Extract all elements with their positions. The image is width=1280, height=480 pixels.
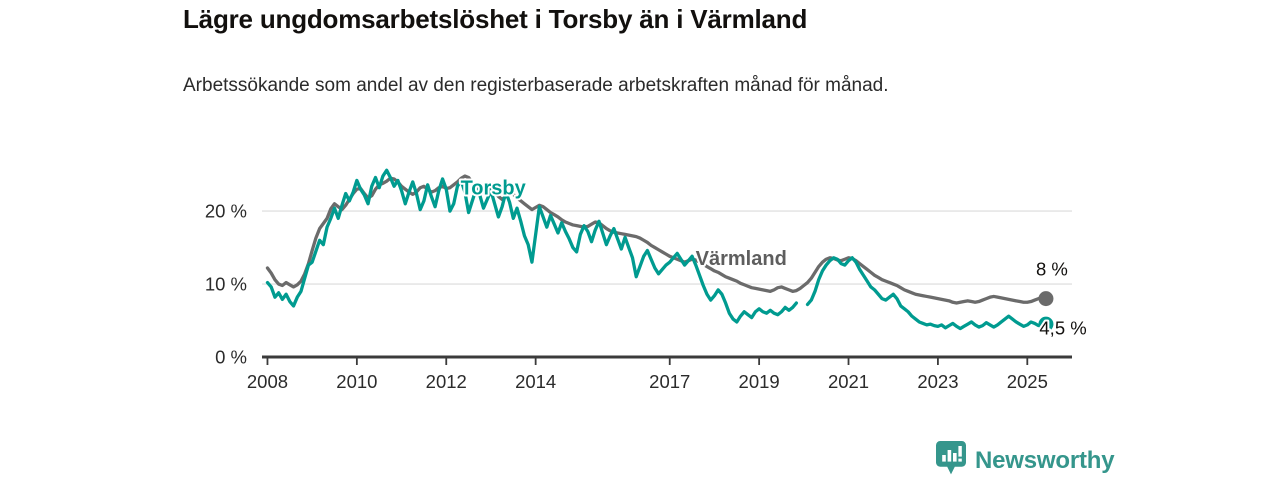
endpoint-dot-torsby <box>1038 316 1054 332</box>
series-line-torsby <box>265 168 799 324</box>
y-tick-label: 20 % <box>205 201 247 222</box>
series-lines <box>265 168 1048 331</box>
y-tick-label: 0 % <box>215 347 247 368</box>
series-label-torsby: Torsby <box>461 177 527 199</box>
x-tick-label: 2019 <box>739 371 780 392</box>
x-tick-label: 2021 <box>828 371 869 392</box>
endpoint-dot-värmland <box>1038 291 1054 307</box>
x-tick-label: 2012 <box>426 371 467 392</box>
x-tick-label: 2010 <box>336 371 377 392</box>
x-tick-label: 2017 <box>649 371 690 392</box>
series-endpoints <box>1038 291 1054 332</box>
x-tick-label: 2025 <box>1007 371 1048 392</box>
x-tick-label: 2014 <box>515 371 556 392</box>
newsworthy-logo[interactable]: Newsworthy <box>936 441 1115 480</box>
x-tick-label: 2008 <box>247 371 288 392</box>
value-label: 4,5 % <box>1039 317 1086 338</box>
newsworthy-logo-text: Newsworthy <box>975 446 1115 474</box>
page-subtitle: Arbetssökande som andel av den registerb… <box>183 75 889 96</box>
page-title: Lägre ungdomsarbetslöshet i Torsby än i … <box>183 4 808 34</box>
y-tick-label: 10 % <box>205 274 247 295</box>
value-label: 8 % <box>1036 258 1068 279</box>
x-axis-labels: 2008 2010 2012 2014 2017 2019 2021 2023 2025 <box>247 371 1048 392</box>
y-axis-labels: 0 % 10 % 20 % <box>205 201 247 368</box>
gridlines <box>262 210 1072 285</box>
chart-annotations: Torsby Värmland 8 % 4,5 % <box>459 175 1089 340</box>
x-tick-label: 2023 <box>917 371 958 392</box>
series-label-värmland: Värmland <box>696 248 787 270</box>
series-line-torsby <box>805 256 1048 331</box>
bar-chart-speech-bubble-icon <box>936 441 966 480</box>
x-axis <box>262 355 1072 365</box>
